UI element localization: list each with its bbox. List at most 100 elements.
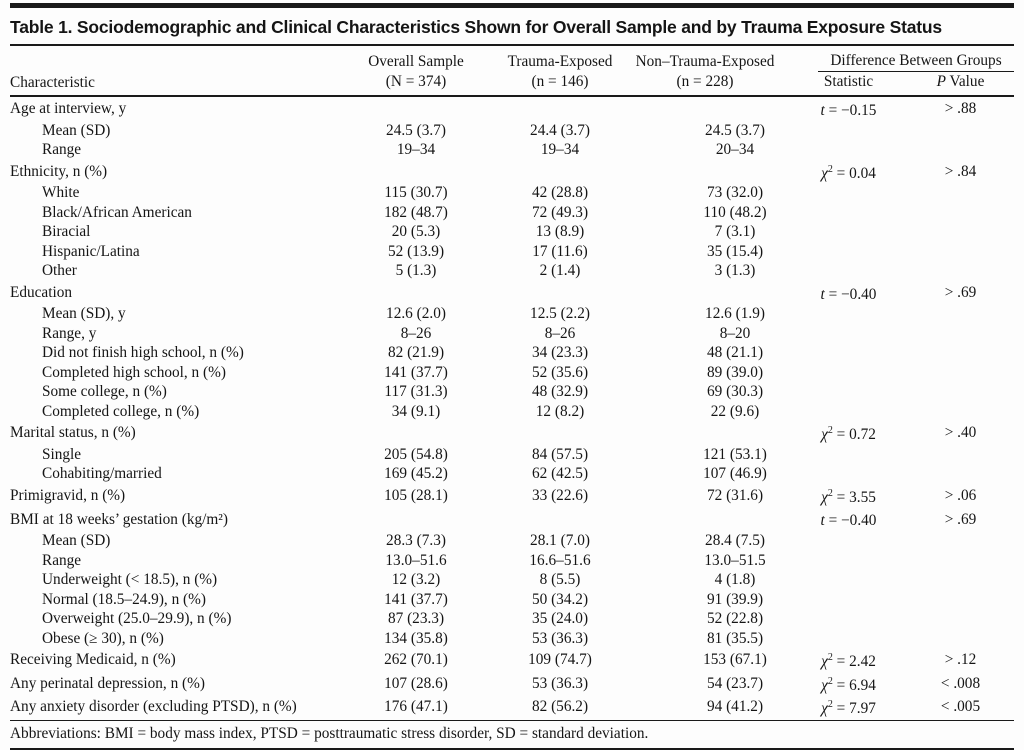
table-row: Primigravid, n (%) 105 (28.1) 33 (22.6) … bbox=[10, 484, 1014, 508]
nontrauma-value bbox=[630, 160, 780, 184]
table-page: Table 1. Sociodemographic and Clinical C… bbox=[0, 3, 1024, 750]
p-value bbox=[907, 445, 1014, 465]
nontrauma-value bbox=[630, 281, 780, 305]
trauma-value: 34 (23.3) bbox=[531, 344, 589, 362]
p-value bbox=[907, 629, 1014, 649]
p-value: > .06 bbox=[944, 486, 977, 504]
trauma-value: 82 (56.2) bbox=[531, 698, 589, 716]
trauma-value: 12.5 (2.2) bbox=[530, 305, 590, 323]
overall-value: 141 (37.7) bbox=[384, 363, 448, 381]
nontrauma-value: 8–20 bbox=[719, 324, 751, 342]
statistic-value bbox=[780, 261, 907, 281]
overall-value: 182 (48.7) bbox=[384, 203, 448, 221]
statistic-value bbox=[780, 531, 907, 551]
p-value bbox=[907, 121, 1014, 141]
table-title: Table 1. Sociodemographic and Clinical C… bbox=[10, 8, 1014, 46]
nontrauma-value: 20–34 bbox=[715, 141, 755, 159]
row-label: Range bbox=[42, 141, 82, 159]
p-value bbox=[907, 363, 1014, 383]
overall-value: 5 (1.3) bbox=[395, 262, 437, 280]
statistic-value bbox=[780, 343, 907, 363]
row-label: BMI at 18 weeks’ gestation (kg/m²) bbox=[10, 510, 228, 528]
trauma-value: 12 (8.2) bbox=[535, 402, 585, 420]
p-value: > .69 bbox=[944, 283, 977, 301]
table-row: Biracial 20 (5.3) 13 (8.9) 7 (3.1) bbox=[10, 222, 1014, 242]
row-label: Mean (SD) bbox=[42, 532, 111, 550]
overall-value: 141 (37.7) bbox=[384, 590, 448, 608]
row-label: Did not finish high school, n (%) bbox=[42, 344, 244, 362]
overall-value: 117 (31.3) bbox=[384, 383, 448, 401]
table-row: Any perinatal depression, n (%) 107 (28.… bbox=[10, 672, 1014, 696]
p-value: < .005 bbox=[940, 698, 981, 716]
overall-value bbox=[342, 281, 490, 305]
overall-value: 262 (70.1) bbox=[384, 651, 448, 669]
trauma-value: 62 (42.5) bbox=[531, 465, 589, 483]
trauma-value: 33 (22.6) bbox=[531, 486, 589, 504]
statistic-value bbox=[780, 402, 907, 422]
row-label: Some college, n (%) bbox=[42, 383, 167, 401]
p-value bbox=[907, 402, 1014, 422]
table-row: Range 19–34 19–34 20–34 bbox=[10, 140, 1014, 160]
overall-value bbox=[342, 507, 490, 531]
column-header-p-value: P Value bbox=[936, 73, 985, 90]
row-label: Receiving Medicaid, n (%) bbox=[10, 651, 176, 669]
nontrauma-value: 22 (9.6) bbox=[710, 402, 760, 420]
trauma-value: 50 (34.2) bbox=[531, 590, 589, 608]
p-value bbox=[907, 551, 1014, 571]
statistic-value bbox=[780, 140, 907, 160]
nontrauma-value: 7 (3.1) bbox=[714, 223, 756, 241]
table-row: White 115 (30.7) 42 (28.8) 73 (32.0) bbox=[10, 183, 1014, 203]
nontrauma-value: 91 (39.9) bbox=[706, 590, 764, 608]
p-value: > .84 bbox=[944, 162, 977, 180]
table-row: Mean (SD) 24.5 (3.7) 24.4 (3.7) 24.5 (3.… bbox=[10, 121, 1014, 141]
p-value bbox=[907, 531, 1014, 551]
p-value bbox=[907, 261, 1014, 281]
statistic-value bbox=[780, 464, 907, 484]
statistic-value: χ2 = 7.97 bbox=[821, 699, 876, 718]
table-row: Completed high school, n (%) 141 (37.7) … bbox=[10, 363, 1014, 383]
nontrauma-value: 35 (15.4) bbox=[706, 242, 764, 260]
row-label: Education bbox=[10, 283, 73, 301]
table-body: Age at interview, y t = −0.15 > .88 Mean… bbox=[10, 96, 1014, 719]
table-row: Hispanic/Latina 52 (13.9) 17 (11.6) 35 (… bbox=[10, 242, 1014, 262]
statistic-value: t = −0.40 bbox=[820, 285, 877, 303]
nontrauma-value: 81 (35.5) bbox=[706, 629, 764, 647]
statistic-value: χ2 = 0.04 bbox=[821, 163, 876, 182]
table-row: Receiving Medicaid, n (%) 262 (70.1) 109… bbox=[10, 648, 1014, 672]
nontrauma-value: 24.5 (3.7) bbox=[705, 121, 765, 139]
p-value bbox=[907, 343, 1014, 363]
table-row: Range 13.0–51.6 16.6–51.6 13.0–51.5 bbox=[10, 551, 1014, 571]
overall-value: 169 (45.2) bbox=[384, 465, 448, 483]
table-row: Normal (18.5–24.9), n (%) 141 (37.7) 50 … bbox=[10, 590, 1014, 610]
column-header-trauma-exposed: Trauma-Exposed (n = 146) bbox=[490, 46, 630, 97]
table-row: Other 5 (1.3) 2 (1.4) 3 (1.3) bbox=[10, 261, 1014, 281]
overall-value bbox=[342, 96, 490, 121]
row-label: Mean (SD), y bbox=[42, 305, 126, 323]
table-row: Completed college, n (%) 34 (9.1) 12 (8.… bbox=[10, 402, 1014, 422]
overall-value: 82 (21.9) bbox=[387, 344, 445, 362]
trauma-value bbox=[490, 421, 630, 445]
overall-value: 205 (54.8) bbox=[384, 445, 448, 463]
statistic-value bbox=[780, 445, 907, 465]
trauma-value bbox=[490, 281, 630, 305]
statistic-value: t = −0.15 bbox=[820, 102, 877, 120]
statistic-value bbox=[780, 242, 907, 262]
statistic-value bbox=[780, 629, 907, 649]
trauma-value: 53 (36.3) bbox=[531, 674, 589, 692]
trauma-value: 72 (49.3) bbox=[531, 203, 589, 221]
overall-value: 12 (3.2) bbox=[391, 571, 441, 589]
p-value: > .88 bbox=[944, 100, 977, 118]
overall-value: 19–34 bbox=[396, 141, 436, 159]
row-label: Hispanic/Latina bbox=[42, 242, 140, 260]
difference-between-groups-label: Difference Between Groups bbox=[818, 50, 1014, 72]
table-header: Characteristic Overall Sample (N = 374) … bbox=[10, 46, 1014, 97]
nontrauma-value: 121 (53.1) bbox=[703, 445, 767, 463]
row-label: Single bbox=[42, 445, 82, 463]
row-label: Completed college, n (%) bbox=[42, 402, 200, 420]
row-label: Black/African American bbox=[42, 203, 192, 221]
row-label: Marital status, n (%) bbox=[10, 424, 136, 442]
table-row: Obese (≥ 30), n (%) 134 (35.8) 53 (36.3)… bbox=[10, 629, 1014, 649]
table-row: Black/African American 182 (48.7) 72 (49… bbox=[10, 203, 1014, 223]
p-value bbox=[907, 183, 1014, 203]
table-row: Some college, n (%) 117 (31.3) 48 (32.9)… bbox=[10, 382, 1014, 402]
